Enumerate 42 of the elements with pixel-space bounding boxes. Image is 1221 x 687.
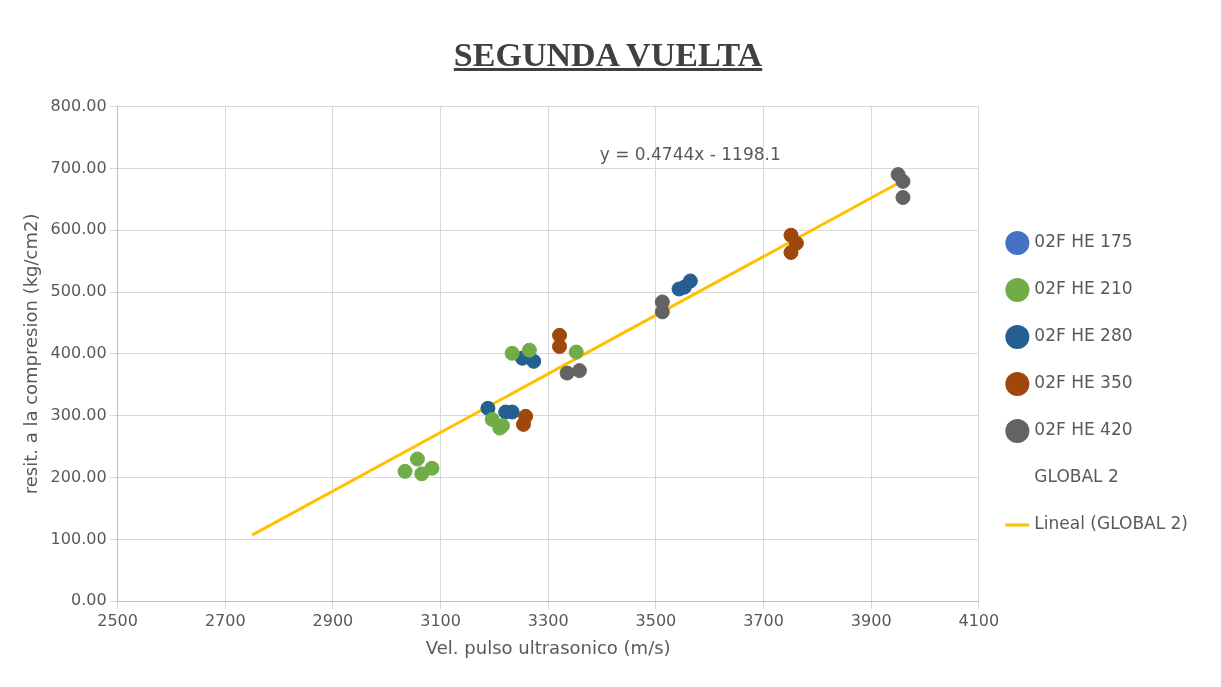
x-tick-label: 4100 [958,610,1000,630]
point [559,365,575,381]
point [568,344,584,360]
annotation: y = 0.4744x - 1198.1 [599,144,781,165]
point [895,189,911,205]
point [397,463,413,479]
point [480,400,496,416]
legend-label: 02F HE 350 [1034,372,1133,393]
y-tick-label: 100.00 [50,528,107,548]
legend-label: 02F HE 210 [1034,278,1133,299]
x-tick-label: 3900 [850,610,892,630]
point [788,235,804,251]
x-axis-title: Vel. pulso ultrasonico (m/s) [425,636,671,658]
y-tick-label: 200.00 [50,466,107,486]
y-tick-label: 0.00 [70,590,107,610]
legend-label: 02F HE 280 [1034,325,1133,346]
point [504,345,520,361]
x-tick-label: 2500 [97,610,138,630]
point [571,363,587,379]
y-tick-label: 300.00 [50,404,107,424]
point [424,460,440,476]
y-tick-label: 800.00 [50,95,107,115]
point [895,173,911,189]
x-tick-label: 2700 [204,610,246,630]
legend-label: 02F HE 420 [1034,419,1133,440]
y-axis-title: resit. a la compresion (kg/cm2) [20,213,42,495]
legend-label: Lineal (GLOBAL 2) [1034,513,1188,534]
y-tick-label: 400.00 [50,343,107,363]
x-tick-label: 3700 [743,610,784,630]
point [682,273,698,289]
y-tick-label: 700.00 [50,157,107,177]
y-tick-label: 600.00 [50,219,107,239]
x-tick-label: 2900 [312,610,354,630]
x-tick-label: 3300 [527,610,569,630]
x-tick-label: 3100 [420,610,461,630]
x-tick-label: 3500 [635,610,677,630]
text: GLOBAL 2 [1034,466,1119,487]
point [409,451,425,467]
legend-label: 02F HE 175 [1034,231,1133,252]
y-tick-label: 500.00 [50,281,107,301]
point [521,342,537,358]
chart-title: SEGUNDA VUELTA [452,35,764,75]
